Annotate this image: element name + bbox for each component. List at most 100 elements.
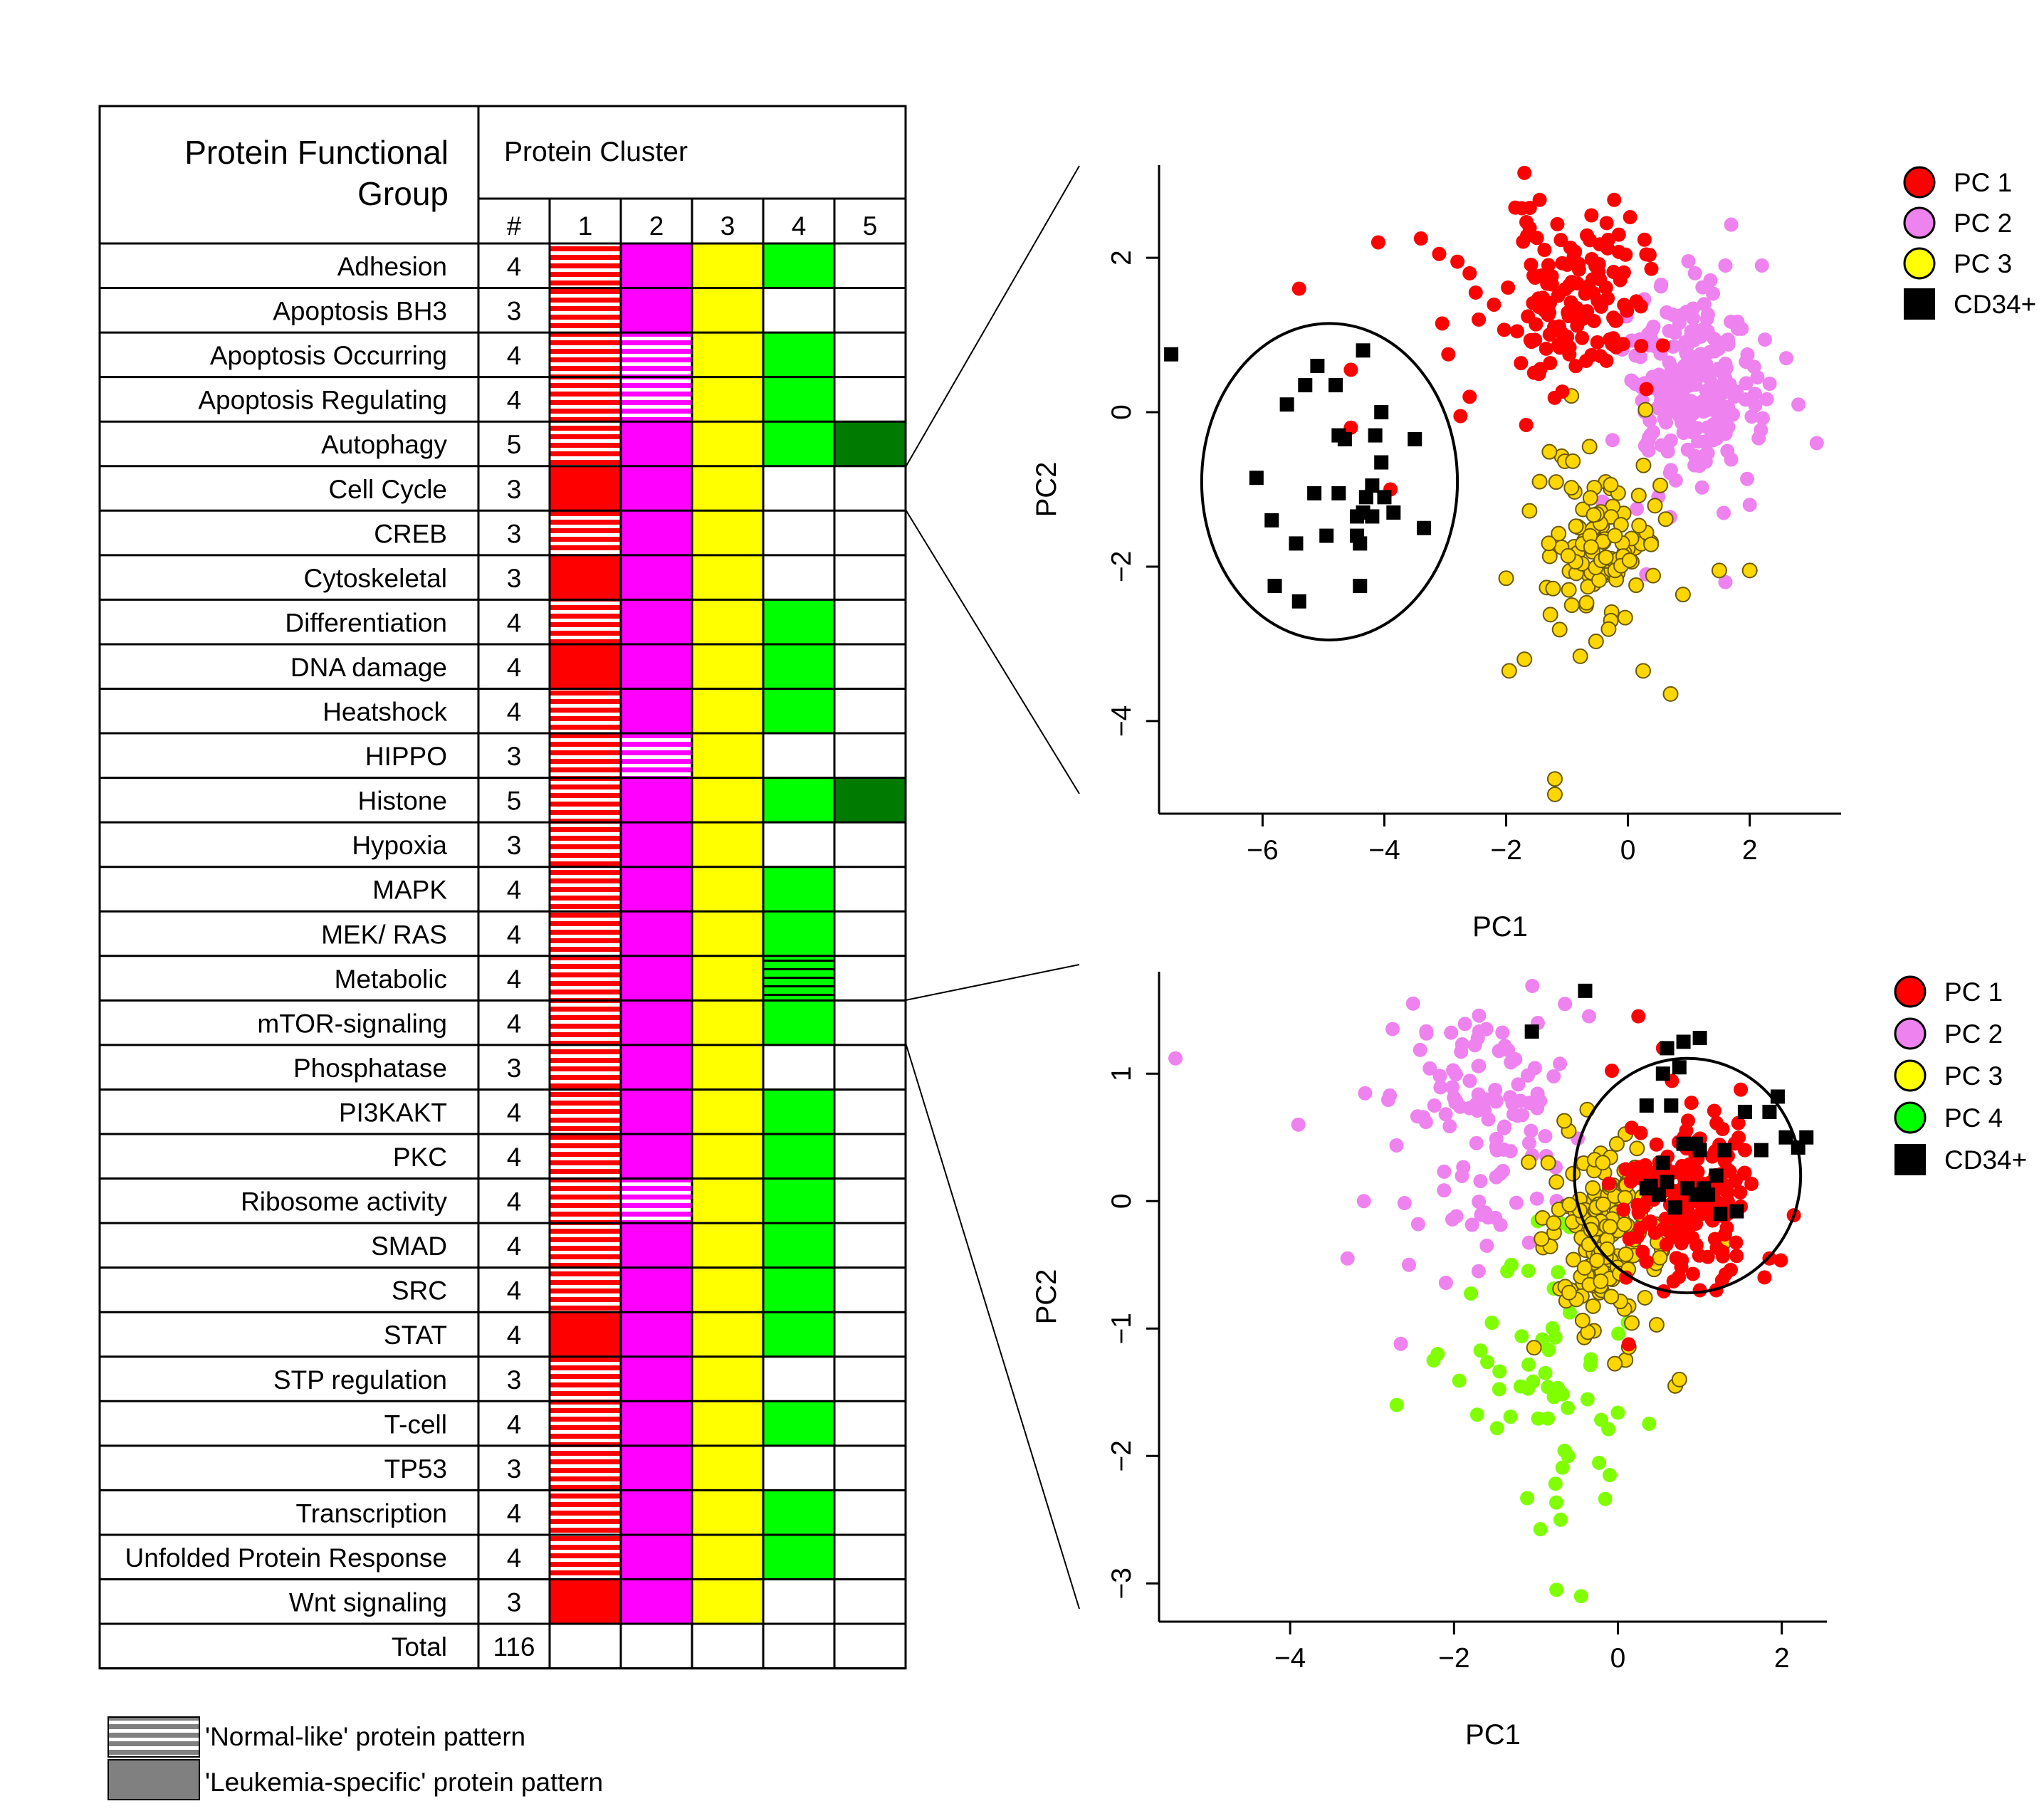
cluster-cell — [692, 1134, 763, 1179]
data-point — [1525, 978, 1540, 993]
data-point — [1563, 480, 1580, 496]
axes: −4 −2 0 2 −3 −2 −1 0 1 PC1 PC2 — [1031, 972, 1827, 1751]
data-point — [1358, 490, 1373, 505]
cluster-cell — [692, 1000, 763, 1045]
cluster-cell — [763, 644, 834, 689]
cluster-cell — [621, 1044, 692, 1090]
cluster-cell — [621, 466, 692, 511]
data-point — [1516, 651, 1533, 668]
cluster-cell — [621, 1000, 692, 1045]
data-point — [1553, 1512, 1568, 1527]
cluster-cell — [763, 955, 834, 1001]
series-pc-1 — [1291, 165, 1670, 497]
data-point — [1703, 273, 1718, 288]
data-point — [1621, 552, 1637, 569]
protein-cluster-table: Protein Functional Group Protein Cluster # 1… — [98, 105, 907, 1670]
table-row: Wnt signaling 3 — [289, 1579, 763, 1625]
table-row: Histone 5 — [358, 777, 906, 823]
cluster-cell — [550, 555, 621, 600]
data-point — [1462, 1074, 1477, 1088]
data-point — [1575, 330, 1590, 345]
data-point — [1659, 1237, 1674, 1252]
data-point — [1526, 1340, 1542, 1356]
data-point — [1568, 518, 1584, 535]
data-point — [1648, 1316, 1665, 1333]
data-point — [1778, 1130, 1793, 1145]
data-point — [1498, 570, 1514, 587]
data-point — [1467, 1038, 1482, 1053]
data-point — [1493, 1217, 1508, 1232]
row-count: 4 — [507, 1098, 522, 1127]
cluster-cell — [692, 1490, 763, 1535]
data-point — [1489, 1421, 1504, 1436]
data-point — [1599, 353, 1614, 368]
data-point — [1617, 1190, 1633, 1206]
data-point — [1521, 1068, 1536, 1083]
x-tick-label: 2 — [1774, 1643, 1790, 1674]
row-name: PI3KAKT — [339, 1098, 447, 1127]
data-point — [1469, 1135, 1484, 1150]
data-point — [1353, 536, 1368, 551]
data-point — [1747, 387, 1762, 401]
connector-line — [905, 1042, 1080, 1610]
table-row: SMAD 4 — [371, 1223, 834, 1268]
legend: PC 1 PC 2 PC 3 PC 4 CD34+ — [1894, 975, 2027, 1175]
cluster-cell — [621, 288, 692, 333]
cluster-cell — [621, 1312, 692, 1357]
cluster-cell — [550, 1490, 621, 1535]
data-point — [1319, 528, 1334, 543]
y-tick-label: −1 — [1106, 1313, 1137, 1344]
data-point — [1337, 432, 1352, 447]
data-point — [1573, 1589, 1588, 1604]
row-count: 5 — [507, 787, 522, 816]
data-point — [1492, 1382, 1506, 1397]
cluster-cell — [763, 1134, 834, 1179]
cluster-cell — [550, 1223, 621, 1268]
y-axis-label: PC2 — [1031, 1269, 1062, 1325]
data-point — [1734, 1082, 1749, 1097]
cluster-cell — [692, 243, 763, 288]
data-point — [1453, 409, 1468, 424]
table-row: Apoptosis Occurring 4 — [210, 332, 834, 377]
data-point — [1410, 1109, 1425, 1124]
data-point — [1307, 486, 1322, 500]
data-point — [1546, 1215, 1562, 1232]
header-count: # — [507, 211, 522, 241]
x-axis-label: PC1 — [1472, 911, 1528, 943]
cluster-cell — [621, 1356, 692, 1402]
data-point — [1397, 1196, 1412, 1211]
data-point — [1676, 384, 1691, 399]
data-point — [1601, 1176, 1616, 1191]
data-point — [1472, 1195, 1487, 1209]
data-point — [1595, 1196, 1611, 1212]
data-point — [1717, 1227, 1732, 1242]
legend-label: PC 1 — [1954, 168, 2012, 197]
data-point — [1556, 1113, 1573, 1129]
data-point — [1692, 364, 1707, 379]
table-row: T-cell 4 — [384, 1401, 834, 1446]
data-point — [1589, 1252, 1605, 1269]
data-point — [1538, 1365, 1553, 1380]
data-point — [1464, 1286, 1479, 1301]
data-point — [1662, 686, 1679, 702]
cluster-cell — [763, 421, 834, 466]
data-point — [1684, 394, 1699, 409]
data-point — [1503, 1410, 1518, 1424]
cluster-cell — [550, 510, 621, 555]
cluster-cell — [692, 1312, 763, 1357]
data-point — [1438, 1276, 1453, 1291]
data-point — [1356, 343, 1370, 358]
data-point — [1660, 1041, 1674, 1056]
data-point — [1608, 313, 1623, 328]
header-group-line2: Group — [357, 175, 449, 212]
series-pc-1 — [1601, 1009, 1801, 1352]
cluster-cell — [692, 332, 763, 377]
data-point — [1592, 1455, 1607, 1470]
data-point — [1393, 1336, 1408, 1351]
data-point — [1298, 378, 1313, 393]
cluster-cell — [550, 1356, 621, 1402]
data-point — [1438, 1107, 1453, 1122]
data-point — [1444, 1025, 1459, 1040]
data-point — [1580, 228, 1595, 243]
data-point — [1539, 268, 1553, 283]
